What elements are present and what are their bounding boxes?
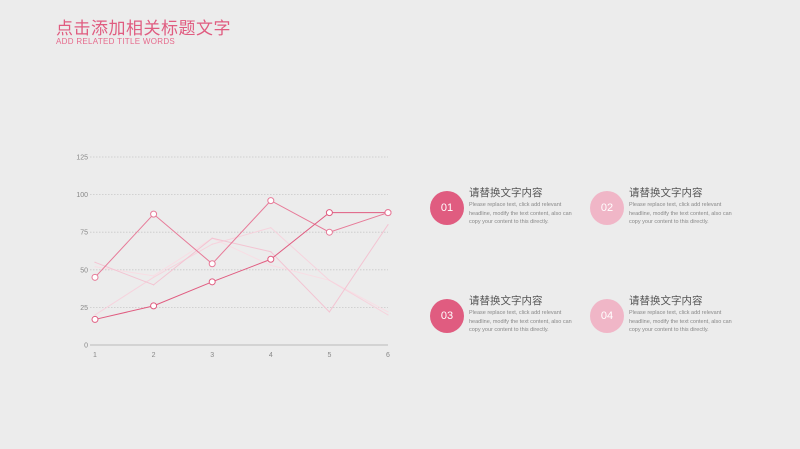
data-point bbox=[153, 275, 155, 277]
x-tick-label: 5 bbox=[327, 352, 331, 359]
data-point bbox=[150, 302, 158, 310]
x-tick-label: 6 bbox=[386, 352, 390, 359]
y-tick-label: 0 bbox=[84, 343, 88, 350]
x-tick-label: 3 bbox=[210, 352, 214, 359]
data-point bbox=[208, 260, 216, 268]
number-badge-4: 04 bbox=[590, 299, 624, 333]
info-item-title-4: 请替换文字内容 bbox=[629, 295, 703, 307]
x-tick-label: 1 bbox=[93, 352, 97, 359]
info-item-desc-2: Please replace text, click add relevant … bbox=[629, 202, 732, 226]
y-tick-label: 125 bbox=[76, 155, 88, 162]
data-point bbox=[270, 227, 272, 229]
info-item-title-1: 请替换文字内容 bbox=[469, 187, 543, 199]
data-point bbox=[211, 243, 213, 245]
data-point bbox=[387, 224, 389, 226]
series-line-2 bbox=[94, 199, 389, 278]
data-point bbox=[94, 266, 96, 268]
data-point bbox=[211, 237, 213, 239]
data-point bbox=[270, 251, 272, 253]
series-line-1 bbox=[94, 212, 388, 320]
info-item-desc-1: Please replace text, click add relevant … bbox=[469, 202, 572, 226]
data-point bbox=[150, 210, 158, 218]
data-point bbox=[387, 314, 389, 316]
info-item-4: 04 请替换文字内容 Please replace text, click ad… bbox=[590, 295, 750, 369]
x-tick-label: 4 bbox=[269, 352, 273, 359]
number-badge-3: 03 bbox=[430, 299, 464, 333]
series-line-4 bbox=[94, 227, 389, 316]
info-item-3: 03 请替换文字内容 Please replace text, click ad… bbox=[430, 295, 590, 369]
data-point bbox=[91, 273, 99, 281]
info-item-title-3: 请替换文字内容 bbox=[469, 295, 543, 307]
y-tick-label: 100 bbox=[76, 192, 88, 199]
data-point bbox=[267, 255, 275, 263]
number-badge-2: 02 bbox=[590, 191, 624, 225]
data-point bbox=[325, 228, 333, 236]
data-point bbox=[94, 261, 96, 263]
data-point bbox=[94, 314, 96, 316]
data-point bbox=[153, 284, 155, 286]
data-point bbox=[267, 197, 275, 205]
data-point bbox=[91, 315, 99, 323]
data-point bbox=[328, 311, 330, 313]
page-title: 点击添加相关标题文字 bbox=[56, 19, 231, 39]
number-badge-1: 01 bbox=[430, 191, 464, 225]
y-tick-label: 50 bbox=[80, 267, 88, 274]
y-tick-label: 25 bbox=[80, 305, 88, 312]
series-line-3 bbox=[94, 224, 389, 313]
data-point bbox=[384, 209, 392, 217]
y-tick-label: 75 bbox=[80, 230, 88, 237]
info-item-1: 01 请替换文字内容 Please replace text, click ad… bbox=[430, 187, 590, 261]
data-point bbox=[208, 278, 216, 286]
data-point bbox=[387, 311, 389, 313]
page-subtitle: ADD RELATED TITLE WORDS bbox=[56, 37, 176, 46]
data-point bbox=[270, 264, 272, 266]
info-item-desc-4: Please replace text, click add relevant … bbox=[629, 310, 732, 334]
info-item-desc-3: Please replace text, click add relevant … bbox=[469, 310, 572, 334]
series-line-5 bbox=[94, 237, 389, 313]
x-tick-label: 2 bbox=[152, 352, 156, 359]
data-point bbox=[328, 279, 330, 281]
data-point bbox=[153, 276, 155, 278]
info-item-2: 02 请替换文字内容 Please replace text, click ad… bbox=[590, 187, 750, 261]
data-point bbox=[325, 209, 333, 217]
info-item-title-2: 请替换文字内容 bbox=[629, 187, 703, 199]
